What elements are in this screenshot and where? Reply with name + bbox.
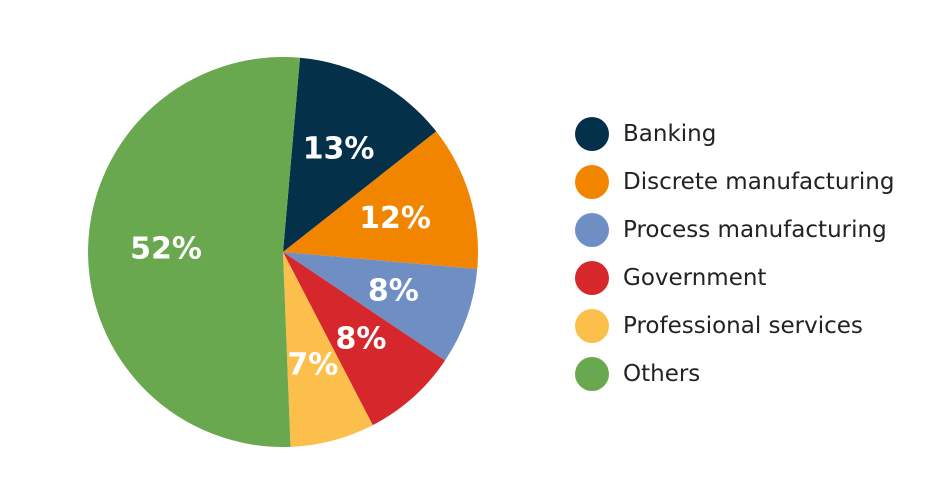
- legend-swatch: [575, 309, 609, 343]
- slice-label: 52%: [130, 232, 202, 267]
- legend-swatch: [575, 117, 609, 151]
- pie-slice-discrete-manufacturing: [283, 131, 479, 269]
- legend-label: Professional services: [623, 313, 863, 339]
- slice-label: 13%: [303, 132, 375, 167]
- legend-label: Discrete manufacturing: [623, 169, 895, 195]
- slice-label: 8%: [368, 273, 419, 308]
- legend-swatch: [575, 165, 609, 199]
- pie-slice-labels: 13%12%8%8%7%52%: [130, 132, 431, 383]
- legend-label: Government: [623, 265, 767, 291]
- chart-legend: Banking Discrete manufacturing Process m…: [575, 110, 935, 398]
- legend-item-government: Government: [575, 254, 935, 302]
- legend-item-discrete-manufacturing: Discrete manufacturing: [575, 158, 935, 206]
- pie-slice-government: [283, 252, 446, 426]
- legend-label: Others: [623, 361, 701, 387]
- slice-label: 7%: [287, 348, 338, 383]
- pie-slice-banking: [283, 57, 437, 252]
- pie-slices: [88, 57, 479, 448]
- pie-slice-others: [88, 57, 301, 448]
- legend-swatch: [575, 261, 609, 295]
- legend-item-professional-services: Professional services: [575, 302, 935, 350]
- legend-item-others: Others: [575, 350, 935, 398]
- legend-label: Banking: [623, 121, 717, 147]
- pie-slice-professional-services: [283, 252, 373, 447]
- legend-item-process-manufacturing: Process manufacturing: [575, 206, 935, 254]
- legend-swatch: [575, 213, 609, 247]
- legend-swatch: [575, 357, 609, 391]
- slice-label: 12%: [359, 201, 431, 236]
- slice-label: 8%: [336, 322, 387, 357]
- pie-slice-process-manufacturing: [283, 252, 478, 361]
- legend-label: Process manufacturing: [623, 217, 887, 243]
- legend-item-banking: Banking: [575, 110, 935, 158]
